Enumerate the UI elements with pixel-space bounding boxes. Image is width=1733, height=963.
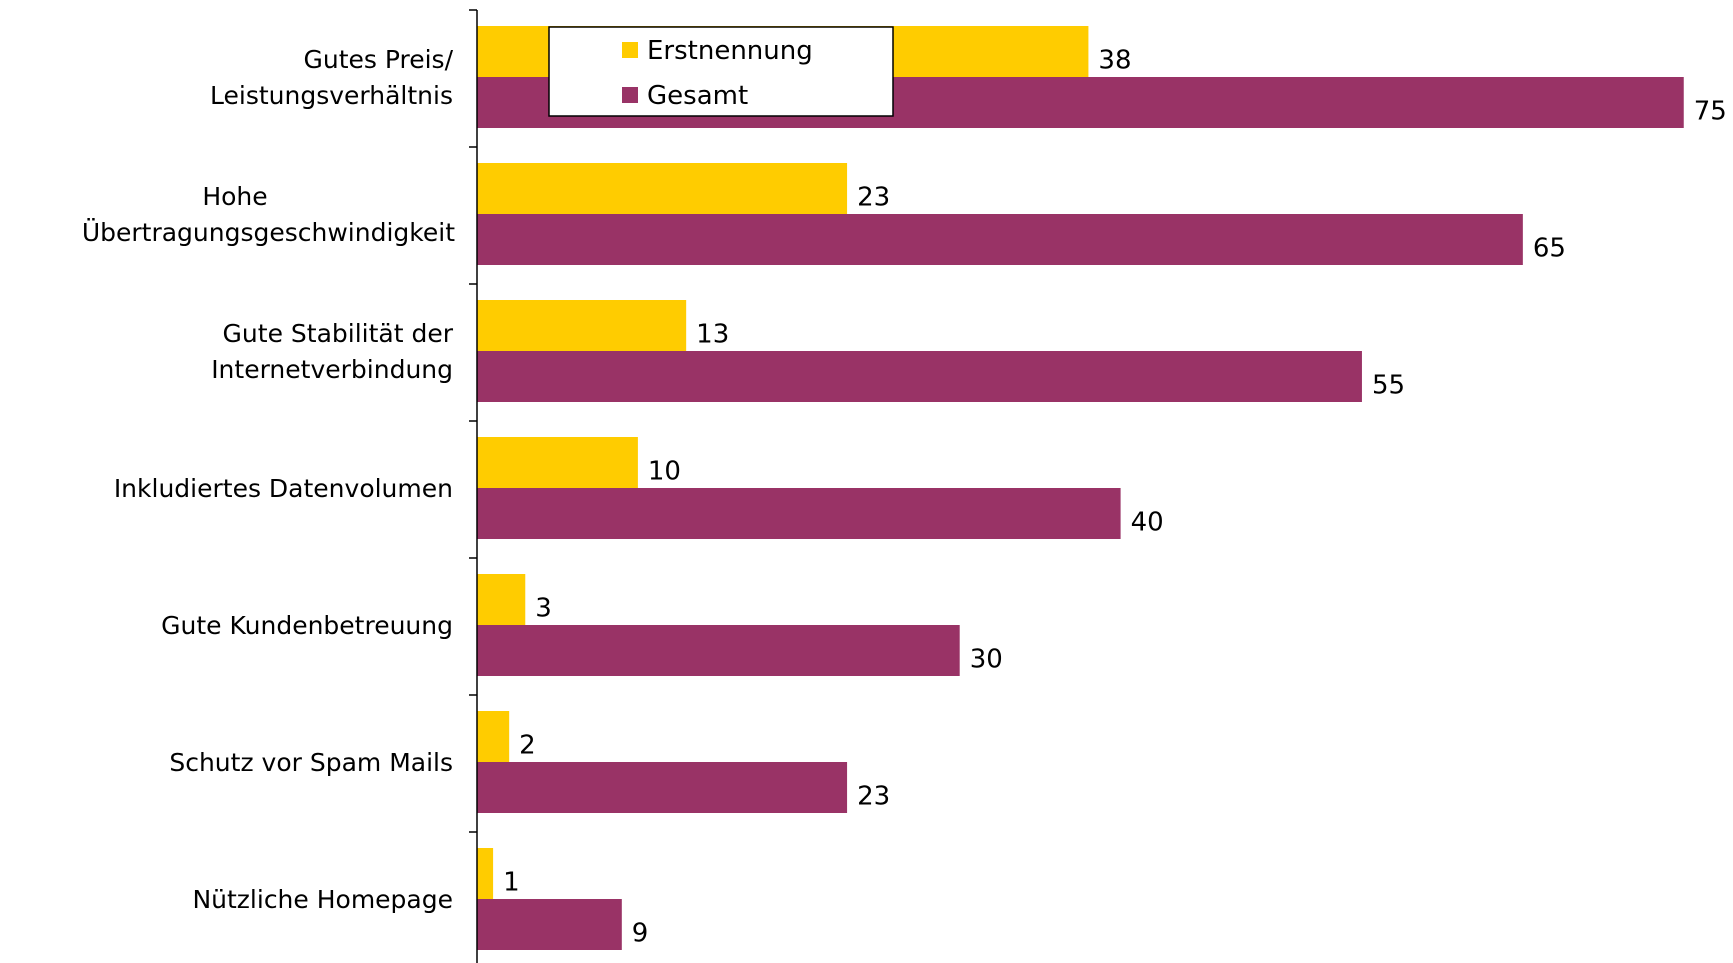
value-label: 9 <box>632 919 649 949</box>
bar-gesamt-2 <box>477 351 1362 402</box>
bar-gesamt-3 <box>477 488 1121 539</box>
value-label: 1 <box>503 868 520 898</box>
value-label: 75 <box>1694 97 1727 127</box>
value-label: 10 <box>648 457 681 487</box>
bar-gesamt-4 <box>477 625 960 676</box>
category-label: Internetverbindung <box>211 355 453 384</box>
category-label: Hohe <box>202 182 267 211</box>
category-label: Gute Kundenbetreuung <box>161 611 453 640</box>
category-label: Inkludiertes Datenvolumen <box>114 474 453 503</box>
bar-erstnennung-4 <box>477 574 526 625</box>
bar-gesamt-5 <box>477 762 848 813</box>
value-labels-group: 38 75 23 65 13 55 10 40 3 30 2 23 1 9 <box>503 46 1727 949</box>
value-label: 30 <box>970 645 1003 675</box>
value-label: 65 <box>1533 234 1566 264</box>
value-label: 13 <box>696 320 729 350</box>
category-label: Übertragungsgeschwindigkeit <box>82 218 455 247</box>
legend: Erstnennung Gesamt <box>548 26 894 117</box>
bar-erstnennung-2 <box>477 300 687 351</box>
bar-gesamt-1 <box>477 214 1523 265</box>
bar-erstnennung-5 <box>477 711 510 762</box>
legend-label-gesamt: Gesamt <box>647 81 748 111</box>
value-label: 23 <box>857 782 890 812</box>
legend-label-erstnennung: Erstnennung <box>647 36 813 66</box>
legend-swatch-erstnennung <box>622 42 638 58</box>
category-label: Leistungsverhältnis <box>210 81 453 110</box>
value-label: 55 <box>1372 371 1405 401</box>
category-label: Schutz vor Spam Mails <box>169 748 453 777</box>
bar-erstnennung-6 <box>477 848 494 899</box>
value-label: 3 <box>535 594 552 624</box>
category-labels-group: Gutes Preis/Leistungsverhältnis Hohe Übert… <box>82 45 455 914</box>
bars-group <box>477 26 1684 950</box>
value-label: 40 <box>1131 508 1164 538</box>
value-label: 2 <box>519 731 536 761</box>
category-label: Nützliche Homepage <box>192 885 453 914</box>
bar-gesamt-6 <box>477 899 622 950</box>
legend-swatch-gesamt <box>622 87 638 103</box>
value-label: 38 <box>1098 46 1131 76</box>
bar-erstnennung-3 <box>477 437 638 488</box>
bar-erstnennung-1 <box>477 163 848 214</box>
value-label: 23 <box>857 183 890 213</box>
category-label: Gutes Preis/ <box>303 45 453 74</box>
legend-box <box>548 26 894 117</box>
category-label: Gute Stabilität der <box>223 319 454 348</box>
y-axis <box>469 9 478 963</box>
